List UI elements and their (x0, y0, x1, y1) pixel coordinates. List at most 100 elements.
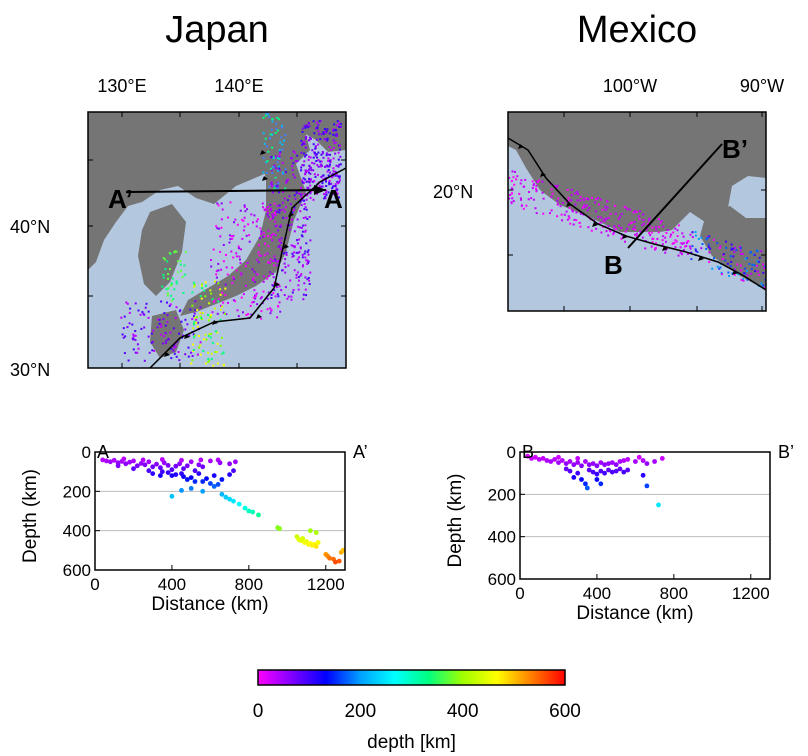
japan-map-quake (158, 318, 161, 321)
mexico-map-quake (568, 217, 571, 220)
japan-map-quake (330, 182, 333, 185)
japan-map-quake (337, 196, 340, 199)
japan-map-quake (270, 209, 273, 212)
japan-map-quake (327, 157, 330, 160)
japan-map-quake (221, 208, 224, 211)
japan-map-quake (283, 294, 286, 296)
japan-map-quake (157, 318, 160, 321)
japan-map-quake (207, 314, 209, 316)
japan-map-quake (148, 351, 151, 354)
colorbar-tick-label: 600 (549, 701, 581, 722)
japan-map-quake (280, 224, 283, 227)
japan-map-quake (234, 300, 237, 303)
japan-map-quake (315, 127, 317, 130)
japan-map-quake (235, 252, 238, 255)
mexico-map-quake (666, 229, 669, 231)
japan-map-quake (282, 208, 285, 211)
japan-map-quake (328, 132, 331, 135)
mexico-map-quake (711, 267, 714, 270)
japan-map-quake (177, 271, 180, 274)
mexico-map-quake (612, 231, 615, 234)
japan-map-quake (132, 337, 135, 340)
japan-map-quake (192, 343, 194, 346)
japan-map-quake (204, 333, 207, 336)
mexico-map-quake (618, 215, 621, 218)
japan-map-quake (304, 155, 306, 158)
japan-map-quake (320, 185, 322, 188)
japan-map-quake (231, 281, 234, 284)
mexico-map-quake (641, 224, 644, 227)
japan-map-quake (225, 313, 228, 316)
hypocenter-point (529, 456, 534, 461)
mexico-map-quake (590, 196, 593, 199)
japan-map-quake (151, 349, 154, 352)
japan-map-quake (126, 326, 129, 329)
mexico-map-quake (740, 247, 742, 250)
hypocenter-point (123, 461, 129, 467)
japan-map-quake (270, 183, 273, 186)
japan-map-quake (259, 227, 262, 230)
hypocenter-point (233, 459, 238, 465)
hypocenter-point (121, 456, 127, 462)
japan-map-quake (323, 193, 326, 195)
japan-map-quake (298, 250, 301, 253)
japan-map-quake (151, 340, 154, 343)
mexico-map-quake (535, 184, 538, 187)
japan-map-quake (304, 173, 307, 176)
japan-map-quake (175, 280, 178, 283)
japan-map-quake (236, 223, 239, 226)
japan-map-quake (328, 163, 331, 166)
japan-map-quake (312, 156, 315, 159)
japan-map-quake (266, 160, 269, 163)
subduction-tooth (698, 256, 704, 261)
mexico-map-quake (707, 243, 710, 246)
japan-map-quake (174, 317, 177, 319)
mexico-map-quake (624, 206, 627, 209)
hypocenter-point (571, 462, 577, 468)
mexico-map-quake (570, 188, 573, 191)
japan-map-quake (269, 203, 272, 206)
hypocenter-point (590, 461, 596, 466)
japan-map-quake (325, 189, 328, 192)
hypocenter-point (217, 460, 223, 466)
japan-map-quake (278, 238, 281, 241)
japan-map-quake (268, 275, 270, 277)
japan-map-quake (292, 254, 295, 257)
mexico-map-quake (762, 263, 765, 266)
japan-map-quake (297, 288, 300, 291)
japan-map-quake (272, 276, 275, 279)
mexico-map-quake (664, 236, 667, 239)
japan-map-quake (147, 316, 150, 319)
japan-map-quake (199, 344, 202, 347)
japan-map-quake (166, 294, 169, 297)
japan-map-quake (190, 351, 193, 354)
japan-map-quake (276, 184, 279, 187)
mexico-map-quake (563, 213, 566, 216)
mexico-map-quake (716, 242, 719, 245)
hypocenter-point (108, 459, 113, 465)
japan-map-quake (220, 218, 223, 221)
japan-map-quake (286, 297, 289, 300)
japan-map-quake (266, 145, 268, 148)
japan-map-quake (274, 295, 277, 298)
japan-map-quake (143, 313, 146, 316)
japan-map-quake (173, 251, 176, 254)
japan-map-quake (128, 322, 131, 325)
subduction-tooth (288, 212, 294, 217)
japan-map-quake (236, 309, 239, 312)
hypocenter-point (127, 459, 132, 465)
mexico-map-quake (746, 257, 749, 260)
japan-map-quake (271, 185, 274, 188)
japan-map-quake (336, 124, 339, 127)
hypocenter-point (575, 456, 581, 461)
mexico-map-quake (604, 208, 607, 211)
mexico-map-quake (682, 235, 685, 238)
subduction-tooth (622, 234, 628, 239)
hypocenter-point (559, 458, 565, 463)
japan-map-quake (321, 182, 324, 185)
hypocenter-point (579, 463, 584, 469)
mexico-map-quake (718, 246, 721, 249)
hypocenter-point (181, 466, 186, 472)
japan-map-quake (284, 187, 287, 190)
mexico-map-quake (613, 225, 616, 228)
